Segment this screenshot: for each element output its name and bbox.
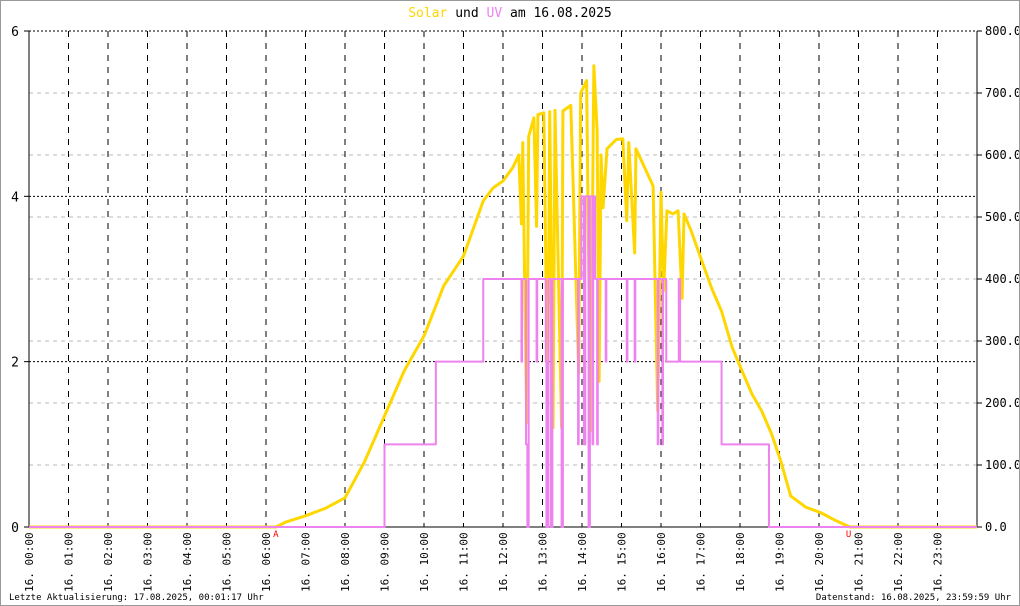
- x-tick-label: 16. 14:00: [576, 532, 589, 592]
- y-left-tick-label: 4: [11, 190, 19, 205]
- x-tick-label: 16. 18:00: [734, 532, 747, 592]
- x-tick-label: 16. 22:00: [892, 532, 905, 592]
- x-tick-label: 16. 05:00: [221, 532, 234, 592]
- y-right-tick-label: 700.0: [985, 86, 1019, 100]
- y-right-tick-label: 800.0: [985, 24, 1019, 38]
- y-right-tick-label: 200.0: [985, 396, 1019, 410]
- x-tick-label: 16. 10:00: [418, 532, 431, 592]
- title-und: und: [447, 6, 487, 21]
- y-left-tick-label: 0: [11, 521, 19, 536]
- data-timestamp-text: Datenstand: 16.08.2025, 23:59:59 Uhr: [815, 593, 1011, 603]
- x-tick-label: 16. 12:00: [497, 532, 510, 592]
- y-right-tick-label: 100.0: [985, 458, 1019, 472]
- x-tick-label: 16. 13:00: [537, 532, 550, 592]
- x-tick-label: 16. 00:00: [23, 532, 36, 592]
- x-tick-label: 16. 16:00: [655, 532, 668, 592]
- last-update-text: Letzte Aktualisierung: 17.08.2025, 00:01…: [9, 593, 264, 603]
- y-right-tick-label: 300.0: [985, 334, 1019, 348]
- title-uv: UV: [486, 6, 503, 21]
- marker-u: U: [846, 530, 851, 540]
- x-tick-label: 16. 11:00: [458, 532, 471, 592]
- y-right-tick-label: 500.0: [985, 210, 1019, 224]
- title-date: am 16.08.2025: [502, 6, 612, 21]
- x-tick-label: 16. 09:00: [379, 532, 392, 592]
- title-solar: Solar: [408, 6, 448, 21]
- x-tick-label: 16. 06:00: [260, 532, 273, 592]
- x-tick-label: 16. 04:00: [181, 532, 194, 592]
- marker-a: A: [273, 530, 279, 540]
- x-tick-label: 16. 23:00: [932, 532, 945, 592]
- x-tick-label: 16. 15:00: [616, 532, 629, 592]
- series-solar-line: [29, 64, 977, 529]
- x-tick-label: 16. 07:00: [300, 532, 313, 592]
- series-uv-line: [29, 195, 977, 528]
- x-tick-label: 16. 21:00: [853, 532, 866, 592]
- x-tick-label: 16. 03:00: [142, 532, 155, 592]
- y-right-tick-label: 400.0: [985, 272, 1019, 286]
- y-left-tick-label: 2: [11, 356, 19, 371]
- x-tick-label: 16. 08:00: [339, 532, 352, 592]
- x-tick-label: 16. 01:00: [63, 532, 76, 592]
- y-right-tick-label: 600.0: [985, 148, 1019, 162]
- x-tick-label: 16. 17:00: [695, 532, 708, 592]
- x-tick-label: 16. 02:00: [102, 532, 115, 592]
- x-tick-label: 16. 19:00: [774, 532, 787, 592]
- y-left-tick-label: 6: [11, 25, 19, 40]
- chart-title: Solar und UV am 16.08.2025: [1, 6, 1019, 21]
- y-right-tick-label: 0.0: [985, 520, 1007, 534]
- x-tick-label: 16. 20:00: [813, 532, 826, 592]
